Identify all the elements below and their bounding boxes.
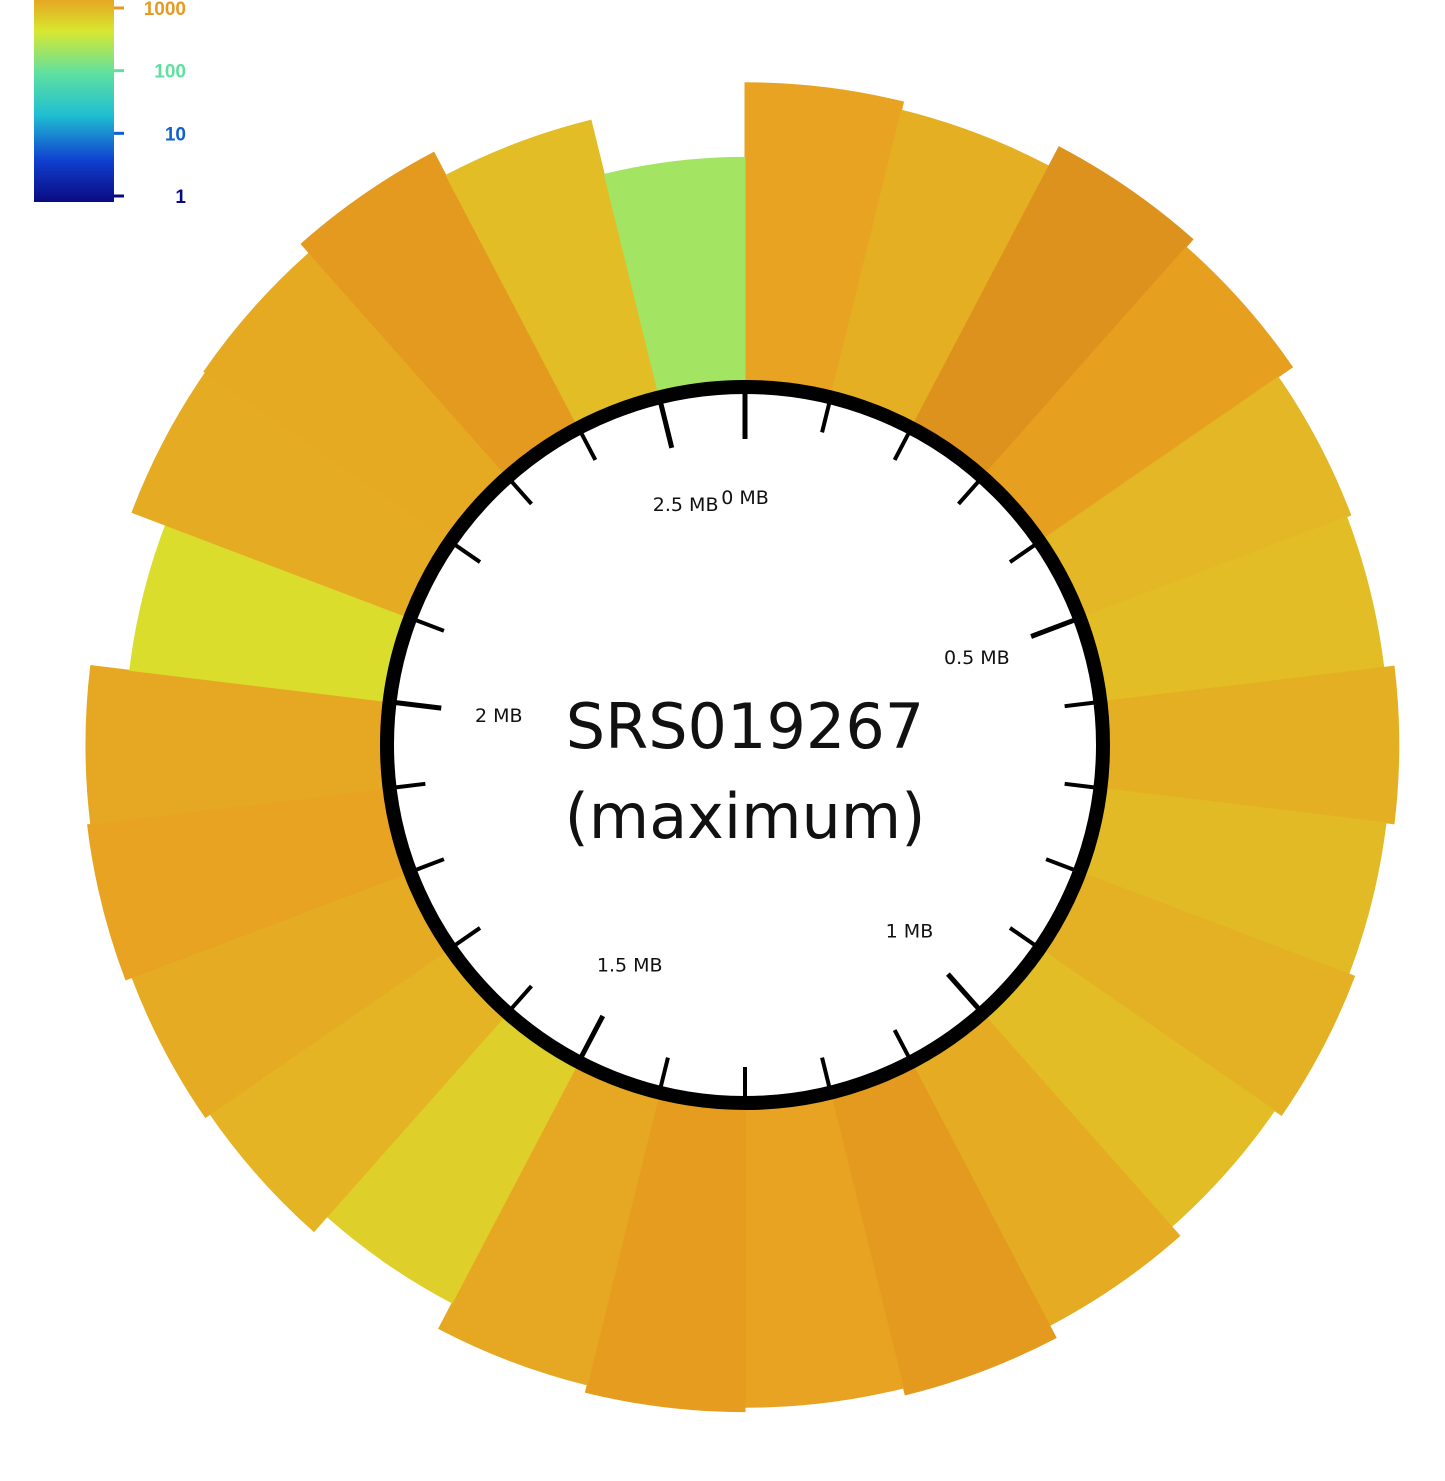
color-scale-label: 1000 xyxy=(144,0,186,20)
minor-tick xyxy=(449,539,482,564)
color-scale-label: 100 xyxy=(154,62,186,83)
position-ticks xyxy=(389,387,1101,1103)
position-tick-label: 0.5 MB xyxy=(944,647,1010,669)
major-tick xyxy=(576,1014,606,1064)
minor-tick xyxy=(449,926,482,951)
position-tick-label: 2 MB xyxy=(475,705,523,727)
coverage-bars xyxy=(85,82,1400,1413)
position-tick-labels: 0 MB 0.5 MB 1 MB 1.5 MB 2 MB 2.5 MB xyxy=(475,487,1010,977)
minor-tick xyxy=(506,984,533,1015)
minor-tick xyxy=(409,616,445,633)
minor-tick xyxy=(957,475,984,506)
minor-tick xyxy=(820,396,833,433)
major-tick xyxy=(946,972,985,1015)
minor-tick xyxy=(892,427,914,461)
minor-tick xyxy=(1045,857,1081,874)
minor-tick xyxy=(506,475,533,506)
minor-tick xyxy=(1008,926,1041,951)
major-tick xyxy=(389,699,442,711)
minor-tick xyxy=(409,857,445,874)
major-tick xyxy=(656,396,675,449)
color-scale-legend: 1000 100 10 1 xyxy=(34,0,186,208)
minor-tick xyxy=(892,1029,914,1063)
sample-id-title: SRS019267 xyxy=(566,690,924,763)
color-scale-label: 10 xyxy=(165,124,186,145)
position-tick-label: 0 MB xyxy=(721,487,769,509)
minor-tick xyxy=(1008,539,1041,564)
minor-tick xyxy=(389,781,426,791)
minor-tick xyxy=(576,427,598,461)
position-tick-label: 1 MB xyxy=(886,921,934,943)
color-scale-ticks: 1000 100 10 1 xyxy=(114,0,186,208)
minor-tick xyxy=(1064,699,1101,709)
color-scale-label: 1 xyxy=(175,187,186,208)
sample-subtitle: (maximum) xyxy=(565,780,926,853)
minor-tick xyxy=(820,1057,833,1094)
position-tick-label: 1.5 MB xyxy=(597,955,663,977)
color-scale-bar xyxy=(34,0,114,202)
minor-tick xyxy=(657,1057,670,1094)
position-tick-label: 2.5 MB xyxy=(653,494,719,516)
minor-tick xyxy=(1064,781,1101,791)
major-tick xyxy=(1030,615,1081,639)
